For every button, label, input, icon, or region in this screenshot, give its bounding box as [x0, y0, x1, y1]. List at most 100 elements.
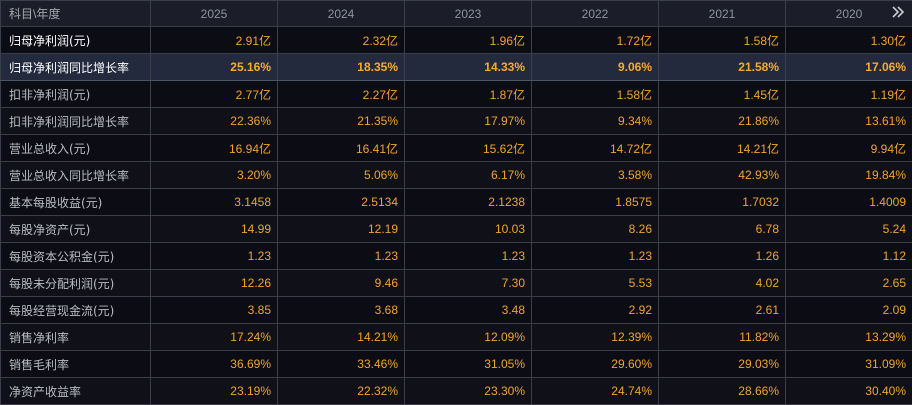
value-cell: 2.09 [786, 297, 912, 324]
value-cell: 12.26 [151, 270, 278, 297]
value-cell: 1.58亿 [532, 81, 659, 108]
row-label: 扣非净利润(元) [1, 81, 151, 108]
value-cell: 42.93% [659, 162, 786, 189]
year-header-2025[interactable]: 2025 [151, 1, 278, 27]
year-header-2021[interactable]: 2021 [659, 1, 786, 27]
year-header-2024[interactable]: 2024 [278, 1, 405, 27]
value-cell: 23.30% [405, 378, 532, 405]
value-cell: 17.06% [786, 54, 912, 81]
value-cell: 1.72亿 [532, 27, 659, 54]
value-cell: 31.05% [405, 351, 532, 378]
value-cell: 1.8575 [532, 189, 659, 216]
value-cell: 30.40% [786, 378, 912, 405]
value-cell: 1.26 [659, 243, 786, 270]
value-cell: 2.27亿 [278, 81, 405, 108]
value-cell: 21.35% [278, 108, 405, 135]
value-cell: 1.45亿 [659, 81, 786, 108]
value-cell: 21.58% [659, 54, 786, 81]
value-cell: 21.86% [659, 108, 786, 135]
value-cell: 14.99 [151, 216, 278, 243]
value-cell: 25.16% [151, 54, 278, 81]
value-cell: 22.36% [151, 108, 278, 135]
value-cell: 24.74% [532, 378, 659, 405]
value-cell: 5.53 [532, 270, 659, 297]
row-label: 营业总收入(元) [1, 135, 151, 162]
value-cell: 12.19 [278, 216, 405, 243]
value-cell: 28.66% [659, 378, 786, 405]
year-header-2020[interactable]: 2020 [836, 7, 863, 21]
value-cell: 2.32亿 [278, 27, 405, 54]
value-cell: 29.03% [659, 351, 786, 378]
row-label: 每股经营现金流(元) [1, 297, 151, 324]
row-label: 每股资本公积金(元) [1, 243, 151, 270]
row-label: 净资产收益率 [1, 378, 151, 405]
header-row: 科目\年度 2025 2024 2023 2022 2021 2020 [1, 1, 912, 27]
value-cell: 1.23 [278, 243, 405, 270]
value-cell: 11.82% [659, 324, 786, 351]
row-label: 销售净利率 [1, 324, 151, 351]
value-cell: 3.85 [151, 297, 278, 324]
value-cell: 17.97% [405, 108, 532, 135]
value-cell: 19.84% [786, 162, 912, 189]
value-cell: 4.02 [659, 270, 786, 297]
value-cell: 2.92 [532, 297, 659, 324]
value-cell: 3.68 [278, 297, 405, 324]
value-cell: 15.62亿 [405, 135, 532, 162]
value-cell: 1.58亿 [659, 27, 786, 54]
value-cell: 18.35% [278, 54, 405, 81]
value-cell: 9.06% [532, 54, 659, 81]
value-cell: 1.30亿 [786, 27, 912, 54]
value-cell: 1.23 [532, 243, 659, 270]
value-cell: 8.26 [532, 216, 659, 243]
double-chevron-right-icon[interactable] [890, 3, 906, 21]
value-cell: 22.32% [278, 378, 405, 405]
value-cell: 23.19% [151, 378, 278, 405]
value-cell: 33.46% [278, 351, 405, 378]
value-cell: 5.06% [278, 162, 405, 189]
row-label: 每股未分配利润(元) [1, 270, 151, 297]
row-label: 扣非净利润同比增长率 [1, 108, 151, 135]
value-cell: 16.41亿 [278, 135, 405, 162]
value-cell: 2.5134 [278, 189, 405, 216]
value-cell: 2.1238 [405, 189, 532, 216]
value-cell: 2.61 [659, 297, 786, 324]
value-cell: 13.61% [786, 108, 912, 135]
value-cell: 14.21% [278, 324, 405, 351]
row-label: 营业总收入同比增长率 [1, 162, 151, 189]
value-cell: 2.65 [786, 270, 912, 297]
value-cell: 2.91亿 [151, 27, 278, 54]
value-cell: 36.69% [151, 351, 278, 378]
value-cell: 31.09% [786, 351, 912, 378]
value-cell: 10.03 [405, 216, 532, 243]
value-cell: 6.17% [405, 162, 532, 189]
value-cell: 1.12 [786, 243, 912, 270]
row-label: 归母净利润同比增长率 [1, 54, 151, 81]
value-cell: 1.23 [405, 243, 532, 270]
row-label: 每股净资产(元) [1, 216, 151, 243]
value-cell: 14.33% [405, 54, 532, 81]
year-header-2023[interactable]: 2023 [405, 1, 532, 27]
value-cell: 1.96亿 [405, 27, 532, 54]
year-header-2022[interactable]: 2022 [532, 1, 659, 27]
value-cell: 3.1458 [151, 189, 278, 216]
value-cell: 29.60% [532, 351, 659, 378]
value-cell: 12.39% [532, 324, 659, 351]
row-label: 销售毛利率 [1, 351, 151, 378]
